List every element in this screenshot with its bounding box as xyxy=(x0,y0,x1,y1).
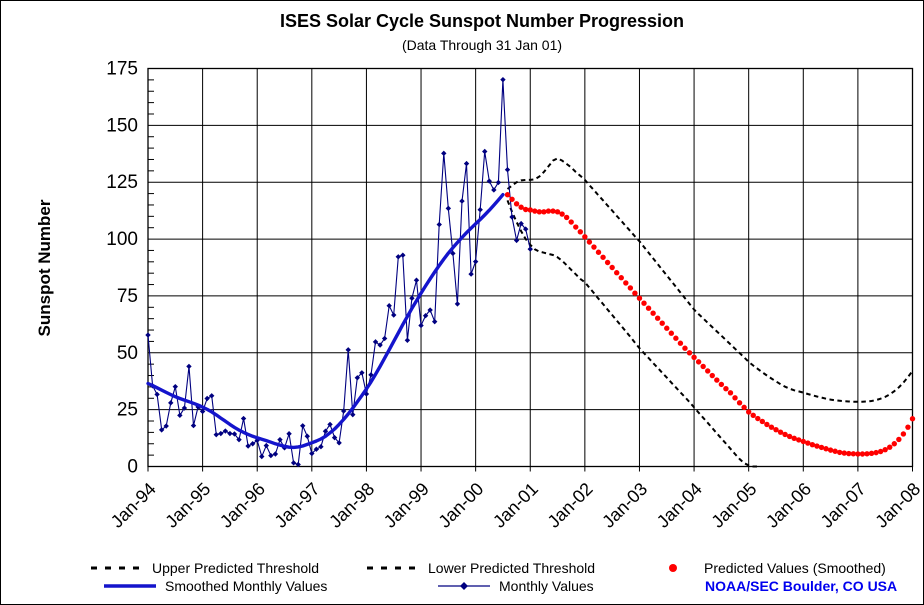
blue-line-diamond-swatch-icon xyxy=(438,581,490,590)
legend-label: Predicted Values (Smoothed) xyxy=(704,559,886,576)
noaa-credit: NOAA/SEC Boulder, CO USA xyxy=(705,578,898,594)
svg-text:Jan-95: Jan-95 xyxy=(161,479,214,532)
svg-text:50: 50 xyxy=(117,343,138,364)
red-dot-swatch-icon xyxy=(669,563,677,572)
svg-text:Jan-98: Jan-98 xyxy=(325,479,378,532)
svg-text:Sunspot Number: Sunspot Number xyxy=(35,199,54,336)
legend-item-lower-threshold: Lower Predicted Threshold xyxy=(365,559,595,576)
svg-text:Jan-05: Jan-05 xyxy=(707,479,760,532)
svg-text:Jan-08: Jan-08 xyxy=(871,479,924,532)
dashed-line-swatch-icon xyxy=(91,566,143,569)
legend-label: Monthly Values xyxy=(499,577,594,594)
svg-text:0: 0 xyxy=(127,457,138,478)
svg-text:150: 150 xyxy=(106,115,138,136)
svg-text:Jan-04: Jan-04 xyxy=(653,479,706,532)
svg-text:Jan-03: Jan-03 xyxy=(598,479,651,532)
legend-item-predicted-values: Predicted Values (Smoothed) xyxy=(653,559,886,576)
svg-text:25: 25 xyxy=(117,400,138,421)
svg-text:Jan-96: Jan-96 xyxy=(216,479,269,532)
svg-text:175: 175 xyxy=(106,59,138,80)
dashed-line-swatch-icon xyxy=(367,566,419,569)
svg-text:Jan-02: Jan-02 xyxy=(544,479,597,532)
legend-item-monthly-values: Monthly Values xyxy=(436,577,594,594)
svg-text:Jan-97: Jan-97 xyxy=(271,479,324,532)
svg-text:100: 100 xyxy=(106,229,138,250)
legend-label: Smoothed Monthly Values xyxy=(165,577,328,594)
svg-text:Jan-99: Jan-99 xyxy=(380,479,433,532)
svg-text:Jan-06: Jan-06 xyxy=(762,479,815,532)
thick-blue-line-swatch-icon xyxy=(104,583,156,588)
svg-text:Jan-00: Jan-00 xyxy=(434,479,487,532)
svg-text:Jan-01: Jan-01 xyxy=(489,479,542,532)
svg-text:75: 75 xyxy=(117,286,138,307)
svg-text:Jan-94: Jan-94 xyxy=(107,479,160,532)
chart-title: ISES Solar Cycle Sunspot Number Progress… xyxy=(279,11,685,31)
svg-text:125: 125 xyxy=(106,172,138,193)
legend-item-upper-threshold: Upper Predicted Threshold xyxy=(89,559,319,576)
legend-label: Lower Predicted Threshold xyxy=(428,559,596,576)
legend-item-smoothed-values: Smoothed Monthly Values xyxy=(102,577,327,594)
svg-text:Jan-07: Jan-07 xyxy=(817,479,870,532)
legend-label: Upper Predicted Threshold xyxy=(152,559,320,576)
chart-subtitle: (Data Through 31 Jan 01) xyxy=(401,37,563,53)
